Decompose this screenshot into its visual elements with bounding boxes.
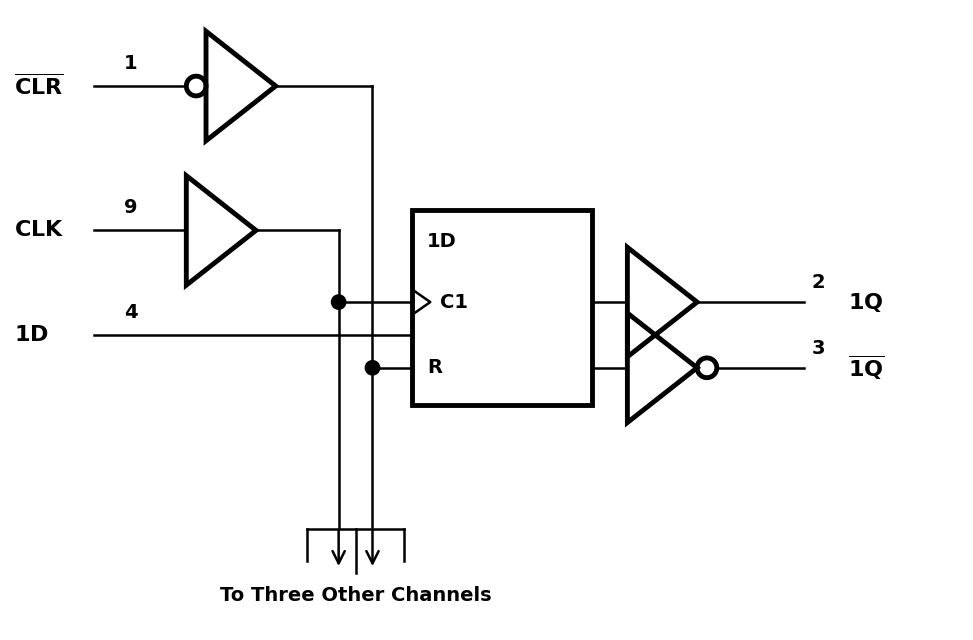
Text: 1D: 1D [427,232,457,252]
Text: R: R [427,358,443,378]
Text: $\mathbf{1D}$: $\mathbf{1D}$ [14,325,49,345]
Text: $\overline{\mathbf{CLR}}$: $\overline{\mathbf{CLR}}$ [14,74,63,99]
Text: To Three Other Channels: To Three Other Channels [220,586,491,605]
Text: 9: 9 [124,198,137,218]
Circle shape [332,295,345,309]
Text: $\overline{\mathbf{1Q}}$: $\overline{\mathbf{1Q}}$ [848,354,884,382]
Text: 3: 3 [811,339,825,358]
Text: 2: 2 [811,273,825,292]
Text: C1: C1 [440,292,468,312]
Text: 1: 1 [124,54,137,73]
Bar [413,211,592,404]
Circle shape [365,360,379,375]
Text: $\mathbf{CLK}$: $\mathbf{CLK}$ [14,220,64,241]
Text: 4: 4 [124,303,137,322]
Text: $\mathbf{1Q}$: $\mathbf{1Q}$ [848,291,883,314]
